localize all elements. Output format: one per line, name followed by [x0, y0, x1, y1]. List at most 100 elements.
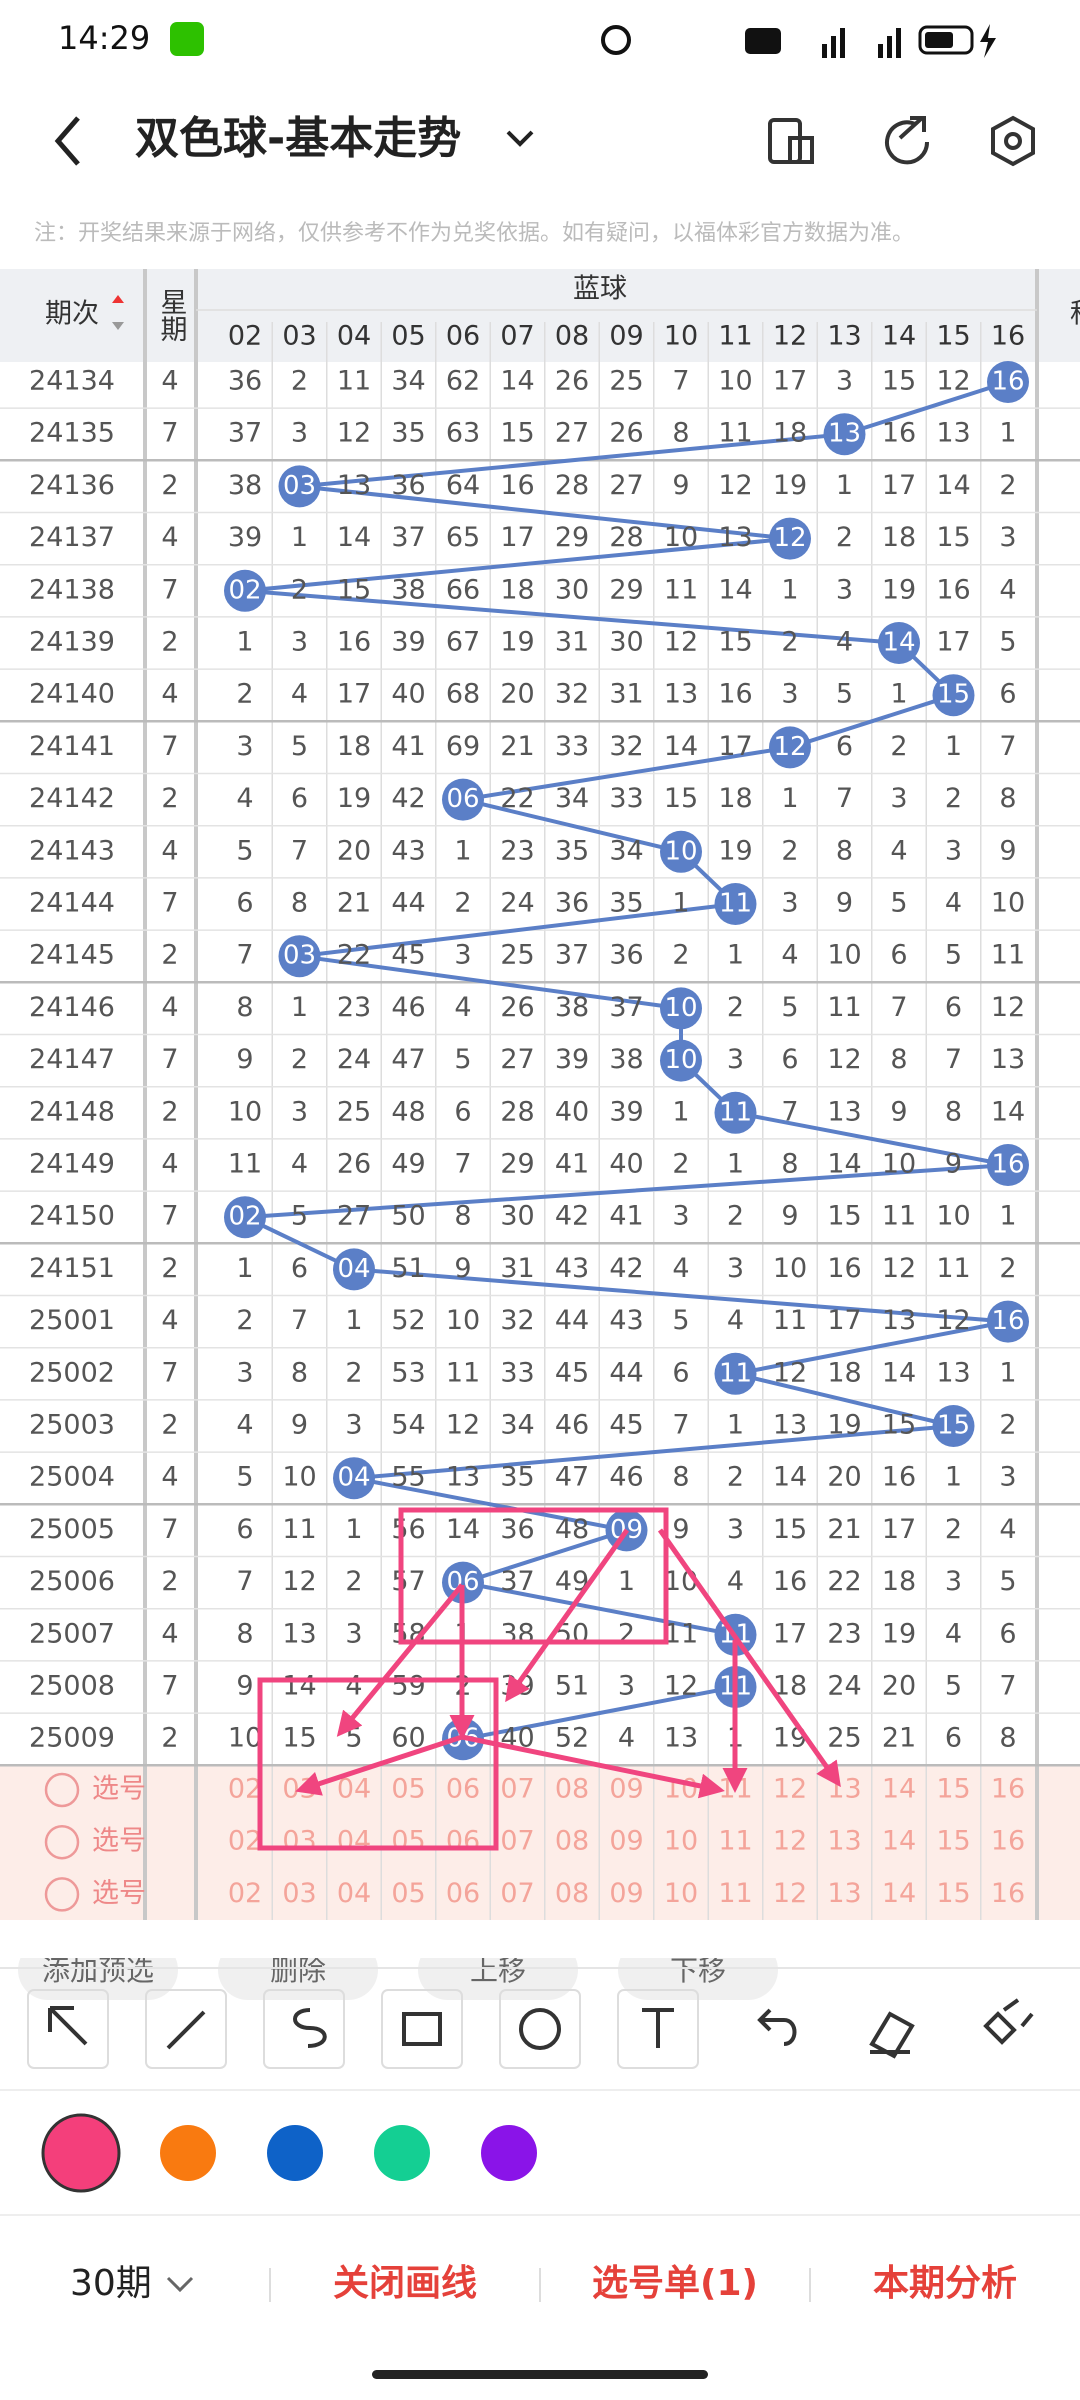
- color-picker[interactable]: [41, 2113, 537, 2193]
- pick-number[interactable]: 04: [337, 1826, 371, 1857]
- omission-value: 9: [890, 1096, 907, 1127]
- omission-value: 4: [781, 940, 798, 971]
- omission-value: 20: [882, 1671, 916, 1702]
- pick-number[interactable]: 04: [337, 1878, 371, 1909]
- omission-value: 8: [999, 783, 1016, 814]
- pick-number[interactable]: 05: [391, 1774, 425, 1805]
- footer-button[interactable]: 本期分析: [873, 2263, 1017, 2304]
- pick-number[interactable]: 05: [391, 1826, 425, 1857]
- pick-number[interactable]: 03: [282, 1826, 316, 1857]
- action-label[interactable]: 删除: [270, 1954, 326, 1987]
- pick-number[interactable]: 14: [882, 1878, 916, 1909]
- omission-value: 29: [609, 574, 643, 605]
- header-actions[interactable]: [768, 115, 1035, 167]
- draw-tools[interactable]: [27, 1989, 1034, 2069]
- period-chevron[interactable]: [166, 2276, 194, 2293]
- pick-number[interactable]: 12: [773, 1774, 807, 1805]
- hit-number: 02: [228, 575, 261, 605]
- period-select[interactable]: 30期: [70, 2263, 152, 2304]
- pick-number[interactable]: 09: [609, 1774, 643, 1805]
- pick-number[interactable]: 16: [991, 1878, 1025, 1909]
- omission-value: 19: [773, 470, 807, 501]
- omission-value: 3: [727, 1253, 744, 1284]
- omission-value: 2: [999, 1253, 1016, 1284]
- action-label[interactable]: 添加预选: [42, 1954, 154, 1987]
- home-indicator: [372, 2370, 708, 2379]
- pick-label[interactable]: 选号: [92, 1826, 146, 1857]
- sort-up[interactable]: [112, 295, 124, 303]
- pick-number[interactable]: 06: [446, 1826, 480, 1857]
- page-title[interactable]: 双色球-基本走势: [135, 113, 461, 164]
- pick-number[interactable]: 02: [228, 1826, 262, 1857]
- omission-value: 49: [391, 1149, 425, 1180]
- pick-number[interactable]: 08: [555, 1826, 589, 1857]
- action-label[interactable]: 上移: [470, 1954, 526, 1987]
- pick-number[interactable]: 03: [282, 1774, 316, 1805]
- pick-number[interactable]: 11: [718, 1878, 752, 1909]
- omission-value: 26: [337, 1149, 371, 1180]
- omission-value: 5: [945, 940, 962, 971]
- pick-label[interactable]: 选号: [92, 1774, 146, 1805]
- pick-number[interactable]: 08: [555, 1774, 589, 1805]
- omission-value: 4: [890, 835, 907, 866]
- hit-ball: [660, 830, 702, 873]
- pick-number[interactable]: 16: [991, 1826, 1025, 1857]
- hit-number: 14: [882, 628, 915, 658]
- pick-number[interactable]: 03: [282, 1878, 316, 1909]
- omission-value: 19: [337, 783, 371, 814]
- pick-number[interactable]: 09: [609, 1826, 643, 1857]
- pick-number[interactable]: 06: [446, 1774, 480, 1805]
- title-dropdown[interactable]: [506, 130, 534, 147]
- pick-number[interactable]: 10: [664, 1826, 698, 1857]
- pick-radio[interactable]: [44, 1772, 80, 1808]
- omission-value: 19: [882, 1618, 916, 1649]
- omission-value: 7: [672, 366, 689, 397]
- pick-radio[interactable]: [44, 1824, 80, 1860]
- pick-number[interactable]: 05: [391, 1878, 425, 1909]
- pick-number[interactable]: 12: [773, 1826, 807, 1857]
- pick-number[interactable]: 15: [936, 1774, 970, 1805]
- omission-value: 4: [727, 1305, 744, 1336]
- pick-number[interactable]: 13: [827, 1826, 861, 1857]
- omission-value: 2: [236, 679, 253, 710]
- pick-number[interactable]: 10: [664, 1878, 698, 1909]
- pick-number[interactable]: 15: [936, 1878, 970, 1909]
- footer-button[interactable]: 关闭画线: [333, 2263, 477, 2304]
- action-label[interactable]: 下移: [670, 1954, 726, 1987]
- sort-down[interactable]: [112, 322, 124, 330]
- pick-radio[interactable]: [44, 1877, 80, 1912]
- pick-number[interactable]: 07: [500, 1826, 534, 1857]
- omission-value: 27: [609, 470, 643, 501]
- issue: 24136: [29, 470, 115, 501]
- pick-number[interactable]: 07: [500, 1878, 534, 1909]
- hit-ball: [932, 1405, 975, 1447]
- omission-value: 7: [999, 731, 1016, 762]
- pick-number[interactable]: 14: [882, 1774, 916, 1805]
- omission-value: 15: [773, 1514, 807, 1545]
- omission-value: 22: [500, 783, 534, 814]
- pick-number[interactable]: 07: [500, 1774, 534, 1805]
- pick-number[interactable]: 08: [555, 1878, 589, 1909]
- back-button[interactable]: [54, 116, 80, 166]
- pick-label[interactable]: 选号: [92, 1878, 146, 1909]
- omission-value: 12: [664, 627, 698, 658]
- pick-number[interactable]: 09: [609, 1878, 643, 1909]
- pick-number[interactable]: 12: [773, 1878, 807, 1909]
- pick-number[interactable]: 13: [827, 1878, 861, 1909]
- omission-value: 21: [500, 731, 534, 762]
- omission-value: 9: [781, 1201, 798, 1232]
- pick-number[interactable]: 15: [936, 1826, 970, 1857]
- pick-number[interactable]: 16: [991, 1774, 1025, 1805]
- pick-number[interactable]: 02: [228, 1878, 262, 1909]
- omission-value: 9: [236, 1671, 253, 1702]
- omission-value: 16: [882, 1462, 916, 1493]
- pick-number[interactable]: 14: [882, 1826, 916, 1857]
- footer-button[interactable]: 选号单(1): [592, 2263, 758, 2304]
- pick-number[interactable]: 02: [228, 1774, 262, 1805]
- pick-number[interactable]: 06: [446, 1878, 480, 1909]
- omission-value: 20: [827, 1462, 861, 1493]
- pick-number[interactable]: 11: [718, 1826, 752, 1857]
- omission-value: 2: [236, 1305, 253, 1336]
- omission-value: 6: [236, 1514, 253, 1545]
